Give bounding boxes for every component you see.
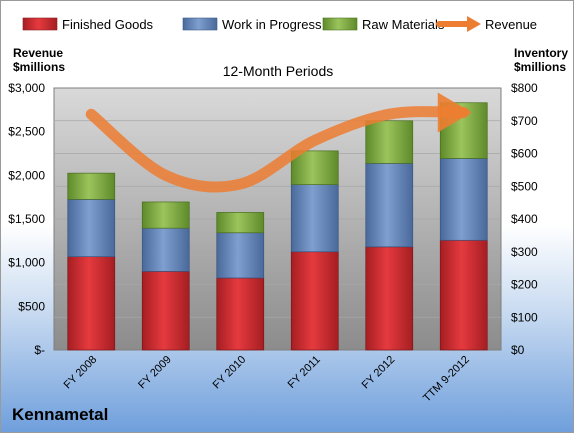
left-axis-title-line2: $millions (13, 60, 65, 74)
right-tick-label: $800 (511, 81, 538, 95)
bar-finished-goods-3 (216, 277, 265, 351)
revenue-arrowhead (437, 92, 472, 133)
bar-work-in-progress-3 (216, 232, 265, 279)
legend: Finished Goods Work in Progress Raw Mate… (22, 16, 537, 32)
bar-raw-materials-4 (290, 150, 339, 185)
left-tick-label: $500 (18, 299, 45, 313)
right-axis-title-line1: Inventory (514, 46, 568, 60)
left-tick-label: $1,500 (8, 212, 45, 226)
right-tick-label: $300 (511, 245, 538, 259)
right-tick-label: $400 (511, 212, 538, 226)
right-tick-label: $0 (511, 343, 525, 357)
bar-finished-goods-6 (439, 239, 488, 351)
right-tick-label: $500 (511, 179, 538, 193)
left-axis-title-line1: Revenue (13, 46, 63, 60)
x-axis-ticks: FY 2008 FY 2009 FY 2010 FY 2011 FY 2012 TTM 9… (62, 354, 472, 405)
bar-raw-materials-2 (141, 201, 190, 229)
bar-finished-goods-1 (67, 256, 116, 351)
left-tick-label: $- (34, 343, 45, 357)
right-axis-title-line2: $millions (514, 60, 566, 74)
left-tick-label: $2,500 (8, 125, 45, 139)
gridlines (54, 120, 501, 318)
right-tick-label: $100 (511, 310, 538, 324)
right-tick-label: $600 (511, 147, 538, 161)
bars (67, 102, 488, 351)
bar-finished-goods-5 (365, 246, 414, 351)
legend-arrowhead-revenue (467, 16, 481, 32)
bar-raw-materials-3 (216, 212, 265, 234)
left-tick-label: $2,000 (8, 168, 45, 182)
legend-label-work-in-progress: Work in Progress (222, 17, 322, 32)
chart-title: 12-Month Periods (223, 63, 334, 79)
x-tick-label: FY 2008 (62, 354, 100, 392)
x-tick-label: FY 2011 (286, 354, 323, 391)
company-name: Kennametal (12, 405, 109, 424)
legend-label-finished-goods: Finished Goods (62, 17, 154, 32)
left-axis-ticks: $- $500 $1,000 $1,500 $2,000 $2,500 $3,000 (8, 81, 45, 357)
revenue-line (85, 92, 472, 193)
legend-swatch-finished-goods (22, 17, 58, 31)
x-tick-label: FY 2010 (211, 354, 249, 392)
right-tick-label: $200 (511, 278, 538, 292)
bar-work-in-progress-1 (67, 199, 116, 258)
legend-label-revenue: Revenue (485, 17, 537, 32)
right-axis-ticks: $0 $100 $200 $300 $400 $500 $600 $700 $800 (511, 81, 538, 357)
bar-work-in-progress-6 (439, 158, 488, 241)
x-tick-label: TTM 9-2012 (421, 354, 472, 405)
left-tick-label: $1,000 (8, 256, 45, 270)
bar-work-in-progress-4 (290, 184, 339, 253)
bar-raw-materials-5 (365, 120, 414, 164)
legend-label-raw-materials: Raw Materials (362, 17, 445, 32)
bar-work-in-progress-5 (365, 162, 414, 248)
bar-finished-goods-2 (141, 271, 190, 351)
left-tick-label: $3,000 (8, 81, 45, 95)
revenue-line-path (85, 106, 470, 193)
right-tick-label: $700 (511, 114, 538, 128)
bar-raw-materials-1 (67, 172, 116, 200)
x-tick-label: FY 2012 (360, 354, 398, 392)
x-tick-label: FY 2009 (136, 354, 174, 392)
bar-finished-goods-4 (290, 251, 339, 351)
legend-swatch-raw-materials (322, 17, 358, 31)
legend-swatch-work-in-progress (182, 17, 218, 31)
bar-work-in-progress-2 (141, 227, 190, 272)
